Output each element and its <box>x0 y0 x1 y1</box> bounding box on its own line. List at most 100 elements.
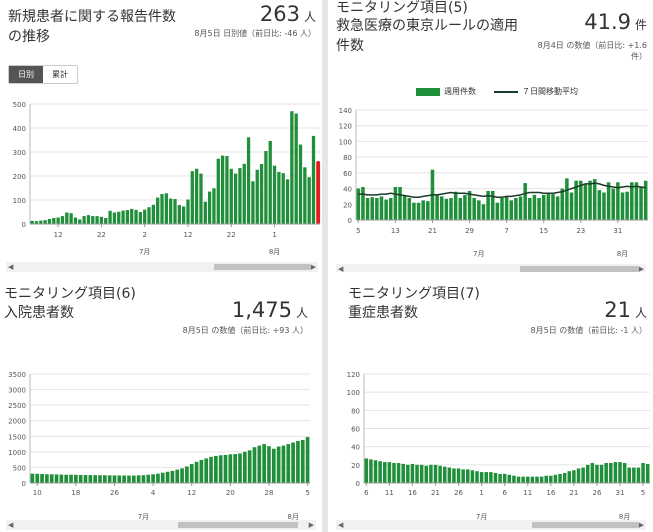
value-note: 8月4日 の数値（前日比: +1.6 件） <box>538 40 647 62</box>
chart-scrollbar[interactable]: ◀ ▶ <box>336 520 646 530</box>
bar <box>276 446 281 483</box>
y-tick-label: 140 <box>339 107 352 115</box>
scroll-right-icon[interactable]: ▶ <box>308 521 314 529</box>
bar <box>30 473 35 483</box>
bar <box>364 458 369 483</box>
chart-scrollbar[interactable]: ◀ ▶ <box>6 520 316 530</box>
bar <box>595 464 599 483</box>
bar <box>373 460 378 483</box>
x-tick-label: 21 <box>428 227 437 235</box>
y-tick-label: 2000 <box>8 418 26 426</box>
bar <box>43 220 47 224</box>
scroll-left-icon[interactable]: ◀ <box>8 521 14 529</box>
bar <box>365 198 370 220</box>
scroll-left-icon[interactable]: ◀ <box>338 265 344 272</box>
bar <box>590 463 595 483</box>
bar <box>69 213 73 224</box>
column-divider <box>322 0 328 532</box>
bar <box>59 474 64 483</box>
bar <box>277 171 281 224</box>
y-tick-label: 100 <box>13 197 26 205</box>
scroll-thumb[interactable] <box>520 266 638 272</box>
toggle-cumulative[interactable]: 累計 <box>52 70 68 79</box>
bar <box>599 464 604 483</box>
x-tick-label: 22 <box>227 231 236 239</box>
y-tick-label: 120 <box>339 123 352 131</box>
x-tick-label: 26 <box>592 489 601 497</box>
bar <box>78 474 83 483</box>
bar <box>95 216 99 224</box>
scroll-thumb[interactable] <box>214 264 310 270</box>
bar <box>553 474 558 483</box>
toggle-daily[interactable]: 日別 <box>9 66 43 83</box>
scroll-right-icon[interactable]: ▶ <box>310 263 316 271</box>
y-tick-label: 20 <box>343 201 352 209</box>
bar <box>555 196 560 220</box>
scroll-right-icon[interactable]: ▶ <box>638 265 644 272</box>
y-tick-label: 500 <box>13 464 26 472</box>
x-tick-label: 20 <box>226 489 235 497</box>
note-line-1: 8月4日 の数値（前日比: +1.6 <box>537 41 647 50</box>
panel-subtitle: モニタリング項目(6) <box>4 286 136 302</box>
month-label: 7月 <box>476 513 487 521</box>
bar <box>447 467 452 483</box>
bar <box>426 201 430 220</box>
bar <box>173 199 177 224</box>
panel-title: 入院患者数 <box>4 305 74 321</box>
bar <box>576 468 581 483</box>
value-unit: 人 <box>295 306 308 320</box>
x-tick-label: 16 <box>546 489 555 497</box>
bar <box>294 113 298 224</box>
moving-average-line <box>358 182 646 198</box>
bar <box>639 187 643 220</box>
bar <box>209 456 213 483</box>
bar <box>143 209 147 224</box>
bar <box>410 463 415 483</box>
bar <box>251 181 255 224</box>
scroll-thumb[interactable] <box>532 522 638 528</box>
bar <box>252 447 257 483</box>
bar <box>247 450 252 483</box>
bar <box>296 440 300 483</box>
x-tick-label: 6 <box>502 489 507 497</box>
bar <box>45 474 49 483</box>
bar <box>498 473 502 483</box>
x-tick-label: 4 <box>151 489 156 497</box>
bar <box>60 216 65 224</box>
bar <box>286 444 291 483</box>
scroll-left-icon[interactable]: ◀ <box>8 263 14 271</box>
value-note: 8月5日 の数値（前日比: +93 人） <box>182 326 308 335</box>
bar <box>424 465 429 483</box>
bar <box>509 200 514 220</box>
bar <box>160 472 165 483</box>
bar <box>392 463 396 483</box>
chart-scrollbar[interactable]: ◀ ▶ <box>6 262 318 272</box>
bar <box>214 455 218 483</box>
bar <box>177 205 181 224</box>
bar <box>438 465 442 483</box>
y-tick-label: 1500 <box>8 433 26 441</box>
bar <box>311 135 316 224</box>
chart-legend: 週用件数 ７日間移動平均 <box>416 86 578 97</box>
bar <box>34 221 39 224</box>
bar <box>78 219 82 224</box>
bar <box>228 454 233 483</box>
bar <box>242 163 246 224</box>
bar <box>307 177 311 224</box>
value-unit: 人 <box>634 306 647 320</box>
scroll-thumb[interactable] <box>178 522 298 528</box>
bar <box>164 193 168 224</box>
bar <box>131 475 136 483</box>
bar <box>541 194 546 220</box>
bar <box>267 446 271 483</box>
bar <box>526 476 530 483</box>
y-tick-label: 500 <box>13 101 26 109</box>
chart-scrollbar[interactable]: ◀ ▶ <box>336 264 646 272</box>
scroll-left-icon[interactable]: ◀ <box>338 521 344 529</box>
month-label: 8月 <box>617 250 628 258</box>
bar <box>189 464 194 483</box>
view-toggle[interactable]: 日別 累計 <box>8 65 78 84</box>
bar <box>141 475 146 483</box>
scroll-right-icon[interactable]: ▶ <box>638 521 644 529</box>
bar <box>102 475 107 483</box>
